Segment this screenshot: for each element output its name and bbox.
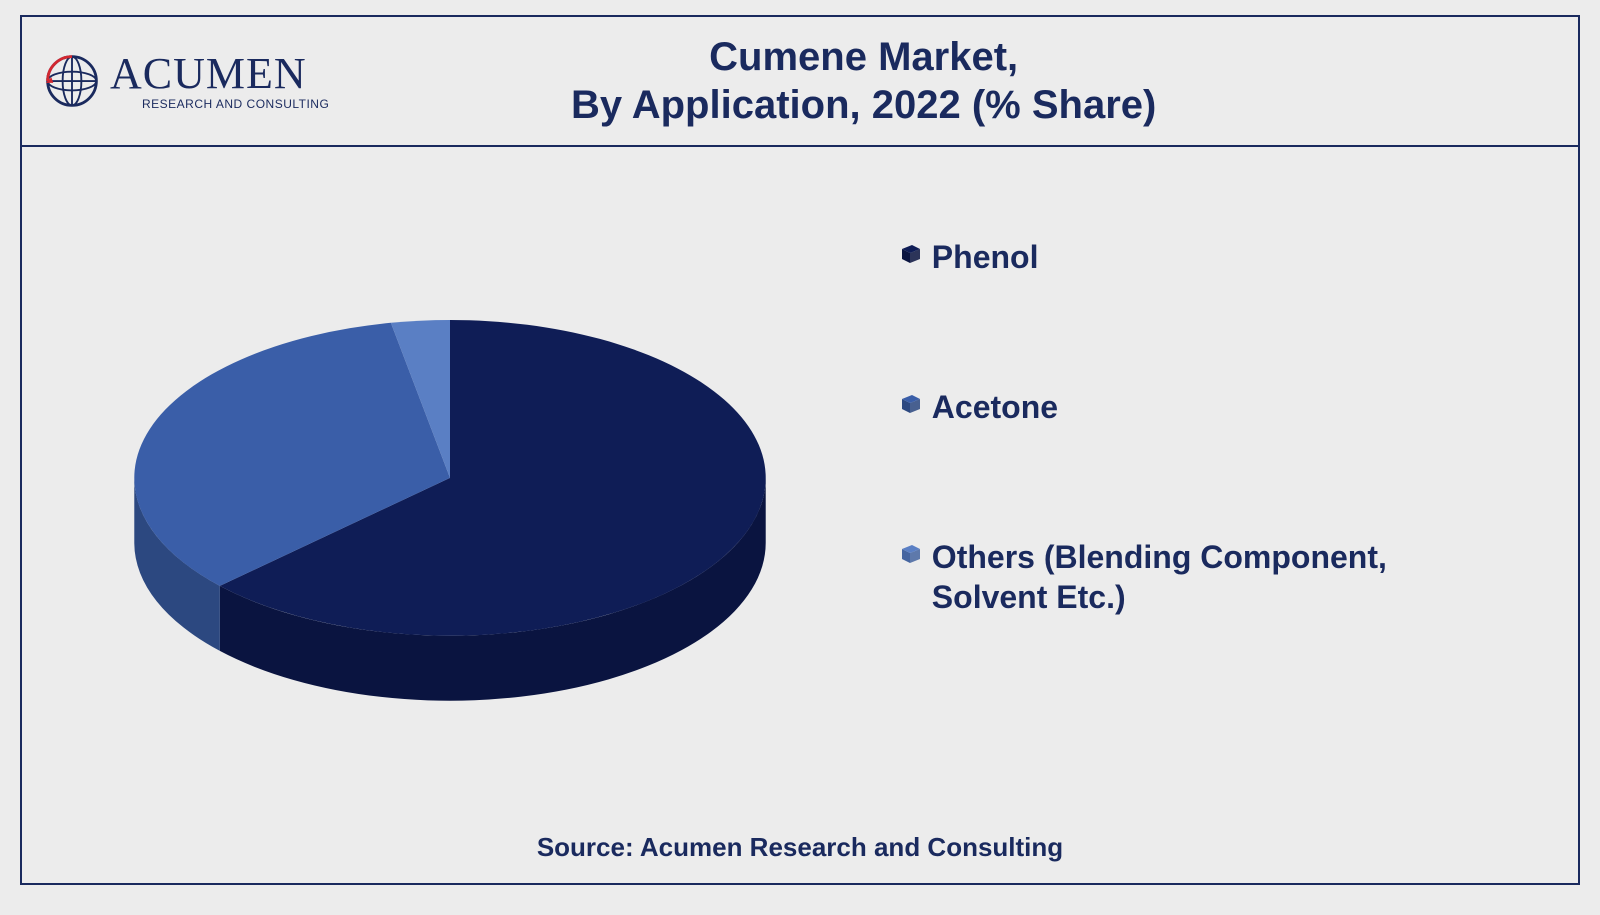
globe-icon [42, 51, 102, 111]
header: ACUMEN RESEARCH AND CONSULTING Cumene Ma… [22, 17, 1578, 147]
title-line-1: Cumene Market, [329, 33, 1398, 81]
pie-chart-area [22, 147, 878, 883]
chart-title: Cumene Market, By Application, 2022 (% S… [329, 33, 1558, 129]
chart-frame: ACUMEN RESEARCH AND CONSULTING Cumene Ma… [20, 15, 1580, 885]
legend: Phenol Acetone Others (Blending Component,… [878, 147, 1578, 883]
logo-text: ACUMEN RESEARCH AND CONSULTING [110, 52, 329, 110]
logo: ACUMEN RESEARCH AND CONSULTING [42, 51, 329, 111]
body: Phenol Acetone Others (Blending Component,… [22, 147, 1578, 883]
logo-main: ACUMEN [110, 52, 329, 96]
legend-swatch-icon [898, 243, 920, 265]
legend-label: Others (Blending Component, Solvent Etc.… [932, 537, 1452, 617]
source-text: Source: Acumen Research and Consulting [22, 832, 1578, 863]
logo-sub: RESEARCH AND CONSULTING [142, 98, 329, 110]
legend-item-0: Phenol [898, 237, 1538, 277]
legend-item-1: Acetone [898, 387, 1538, 427]
title-line-2: By Application, 2022 (% Share) [329, 81, 1398, 129]
legend-label: Acetone [932, 387, 1058, 427]
legend-swatch-icon [898, 543, 920, 565]
legend-swatch-icon [898, 393, 920, 415]
legend-label: Phenol [932, 237, 1039, 277]
pie-chart [90, 255, 810, 775]
legend-item-2: Others (Blending Component, Solvent Etc.… [898, 537, 1538, 617]
